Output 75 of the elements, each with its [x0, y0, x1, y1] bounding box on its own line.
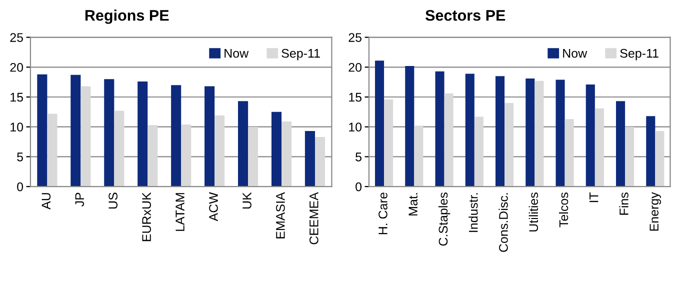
x-tick-label: EMASIA [276, 192, 285, 238]
bar [504, 102, 514, 187]
bar [526, 78, 535, 187]
x-tick-label: Energy [650, 192, 661, 231]
legend-label: Now [563, 49, 588, 58]
bar [384, 99, 394, 187]
chart-title: Regions PE [85, 10, 169, 24]
bar [70, 74, 81, 187]
bar [47, 114, 58, 187]
bar [374, 60, 384, 187]
bar [616, 101, 626, 187]
bar [114, 110, 124, 187]
y-tick-label: 20 [348, 62, 362, 72]
bar [556, 80, 565, 187]
bar [304, 131, 315, 187]
y-tick-label: 0 [356, 182, 362, 192]
bar [625, 126, 634, 187]
legend-label: Sep-11 [620, 48, 658, 60]
bar [586, 84, 595, 187]
bar [181, 124, 192, 187]
y-tick-label: 0 [17, 182, 24, 192]
y-tick-label: 25 [348, 33, 362, 42]
x-tick-label: CEEMEA [309, 192, 318, 244]
x-tick-label: US [108, 192, 118, 209]
bar [104, 79, 114, 187]
x-tick-label: C.Staples [438, 192, 450, 246]
bar [248, 126, 258, 187]
bar [271, 112, 282, 187]
bar [171, 85, 182, 187]
bar [646, 116, 656, 187]
x-tick-label: Mat. [408, 193, 418, 216]
bar [238, 101, 248, 187]
bar [564, 119, 574, 187]
x-tick-label: H. Care [378, 192, 388, 234]
x-tick-label: Cons.Disc. [498, 193, 508, 252]
bar [444, 93, 454, 187]
bar [414, 126, 424, 187]
x-tick-label: Utilities [528, 192, 538, 232]
x-tick-label: ACW [209, 192, 218, 222]
x-tick-label: AU [42, 193, 51, 210]
y-tick-label: 5 [356, 152, 362, 162]
y-tick-label: 15 [349, 92, 362, 102]
bar [37, 74, 48, 187]
bar [495, 76, 505, 187]
bar [314, 137, 326, 187]
x-tick-label: IT [590, 192, 598, 202]
y-tick-label: 10 [349, 122, 362, 132]
x-tick-label: Telcos [558, 192, 568, 228]
x-tick-label: UK [242, 192, 252, 209]
bar [214, 116, 225, 187]
x-tick-label: Fins [619, 192, 628, 215]
bar [474, 116, 484, 187]
legend-label: Now [224, 49, 249, 58]
y-tick-label: 20 [10, 62, 24, 72]
bar [655, 131, 664, 187]
chart-title: Sectors PE [425, 10, 506, 21]
x-tick-label: LATAM [176, 193, 184, 231]
x-tick-label: Industr. [468, 193, 478, 232]
legend-label: Sep-11 [282, 48, 320, 60]
bar [80, 86, 91, 187]
bar [204, 86, 215, 187]
bar [534, 80, 544, 187]
y-tick-label: 10 [10, 122, 24, 132]
bar [282, 121, 292, 187]
y-tick-label: 5 [17, 152, 23, 162]
bar [405, 66, 414, 187]
bar [594, 108, 604, 187]
y-tick-label: 15 [10, 92, 23, 102]
bar [465, 74, 474, 187]
bar [138, 81, 148, 187]
x-tick-label: JP [75, 192, 84, 206]
bar [435, 71, 444, 187]
x-tick-label: EURxUK [142, 192, 151, 242]
y-tick-label: 25 [10, 33, 23, 42]
bar [148, 125, 158, 187]
